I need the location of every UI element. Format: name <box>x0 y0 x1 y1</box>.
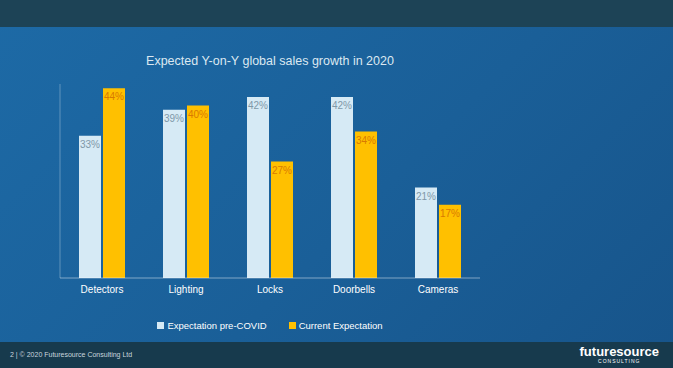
svg-text:39%: 39% <box>164 113 184 124</box>
svg-text:Doorbells: Doorbells <box>333 284 375 295</box>
svg-text:21%: 21% <box>416 191 436 202</box>
svg-text:44%: 44% <box>104 91 124 102</box>
html-text:Expected Y-on-Y global sales g: Expected Y-on-Y global sales growth in 2… <box>146 54 394 68</box>
svg-text:17%: 17% <box>440 208 460 219</box>
svg-text:27%: 27% <box>272 165 292 176</box>
svg-text:40%: 40% <box>188 109 208 120</box>
html-text:Current Expectation: Current Expectation <box>298 320 383 331</box>
html-text:2 | © 2020 Futuresource Consul: 2 | © 2020 Futuresource Consulting Ltd <box>10 351 133 358</box>
svg-text:34%: 34% <box>356 135 376 146</box>
svg-text:Detectors: Detectors <box>81 284 124 295</box>
svg-text:42%: 42% <box>248 100 268 111</box>
svg-text:Locks: Locks <box>257 284 283 295</box>
html-text:CONSULTING: CONSULTING <box>598 358 641 364</box>
svg-text:Cameras: Cameras <box>418 284 459 295</box>
svg-text:42%: 42% <box>332 100 352 111</box>
svg-text:33%: 33% <box>80 139 100 150</box>
html-text:Expectation pre-COVID: Expectation pre-COVID <box>167 320 267 331</box>
html-text:futuresource: futuresource <box>579 344 659 359</box>
svg-text:Lighting: Lighting <box>168 284 203 295</box>
